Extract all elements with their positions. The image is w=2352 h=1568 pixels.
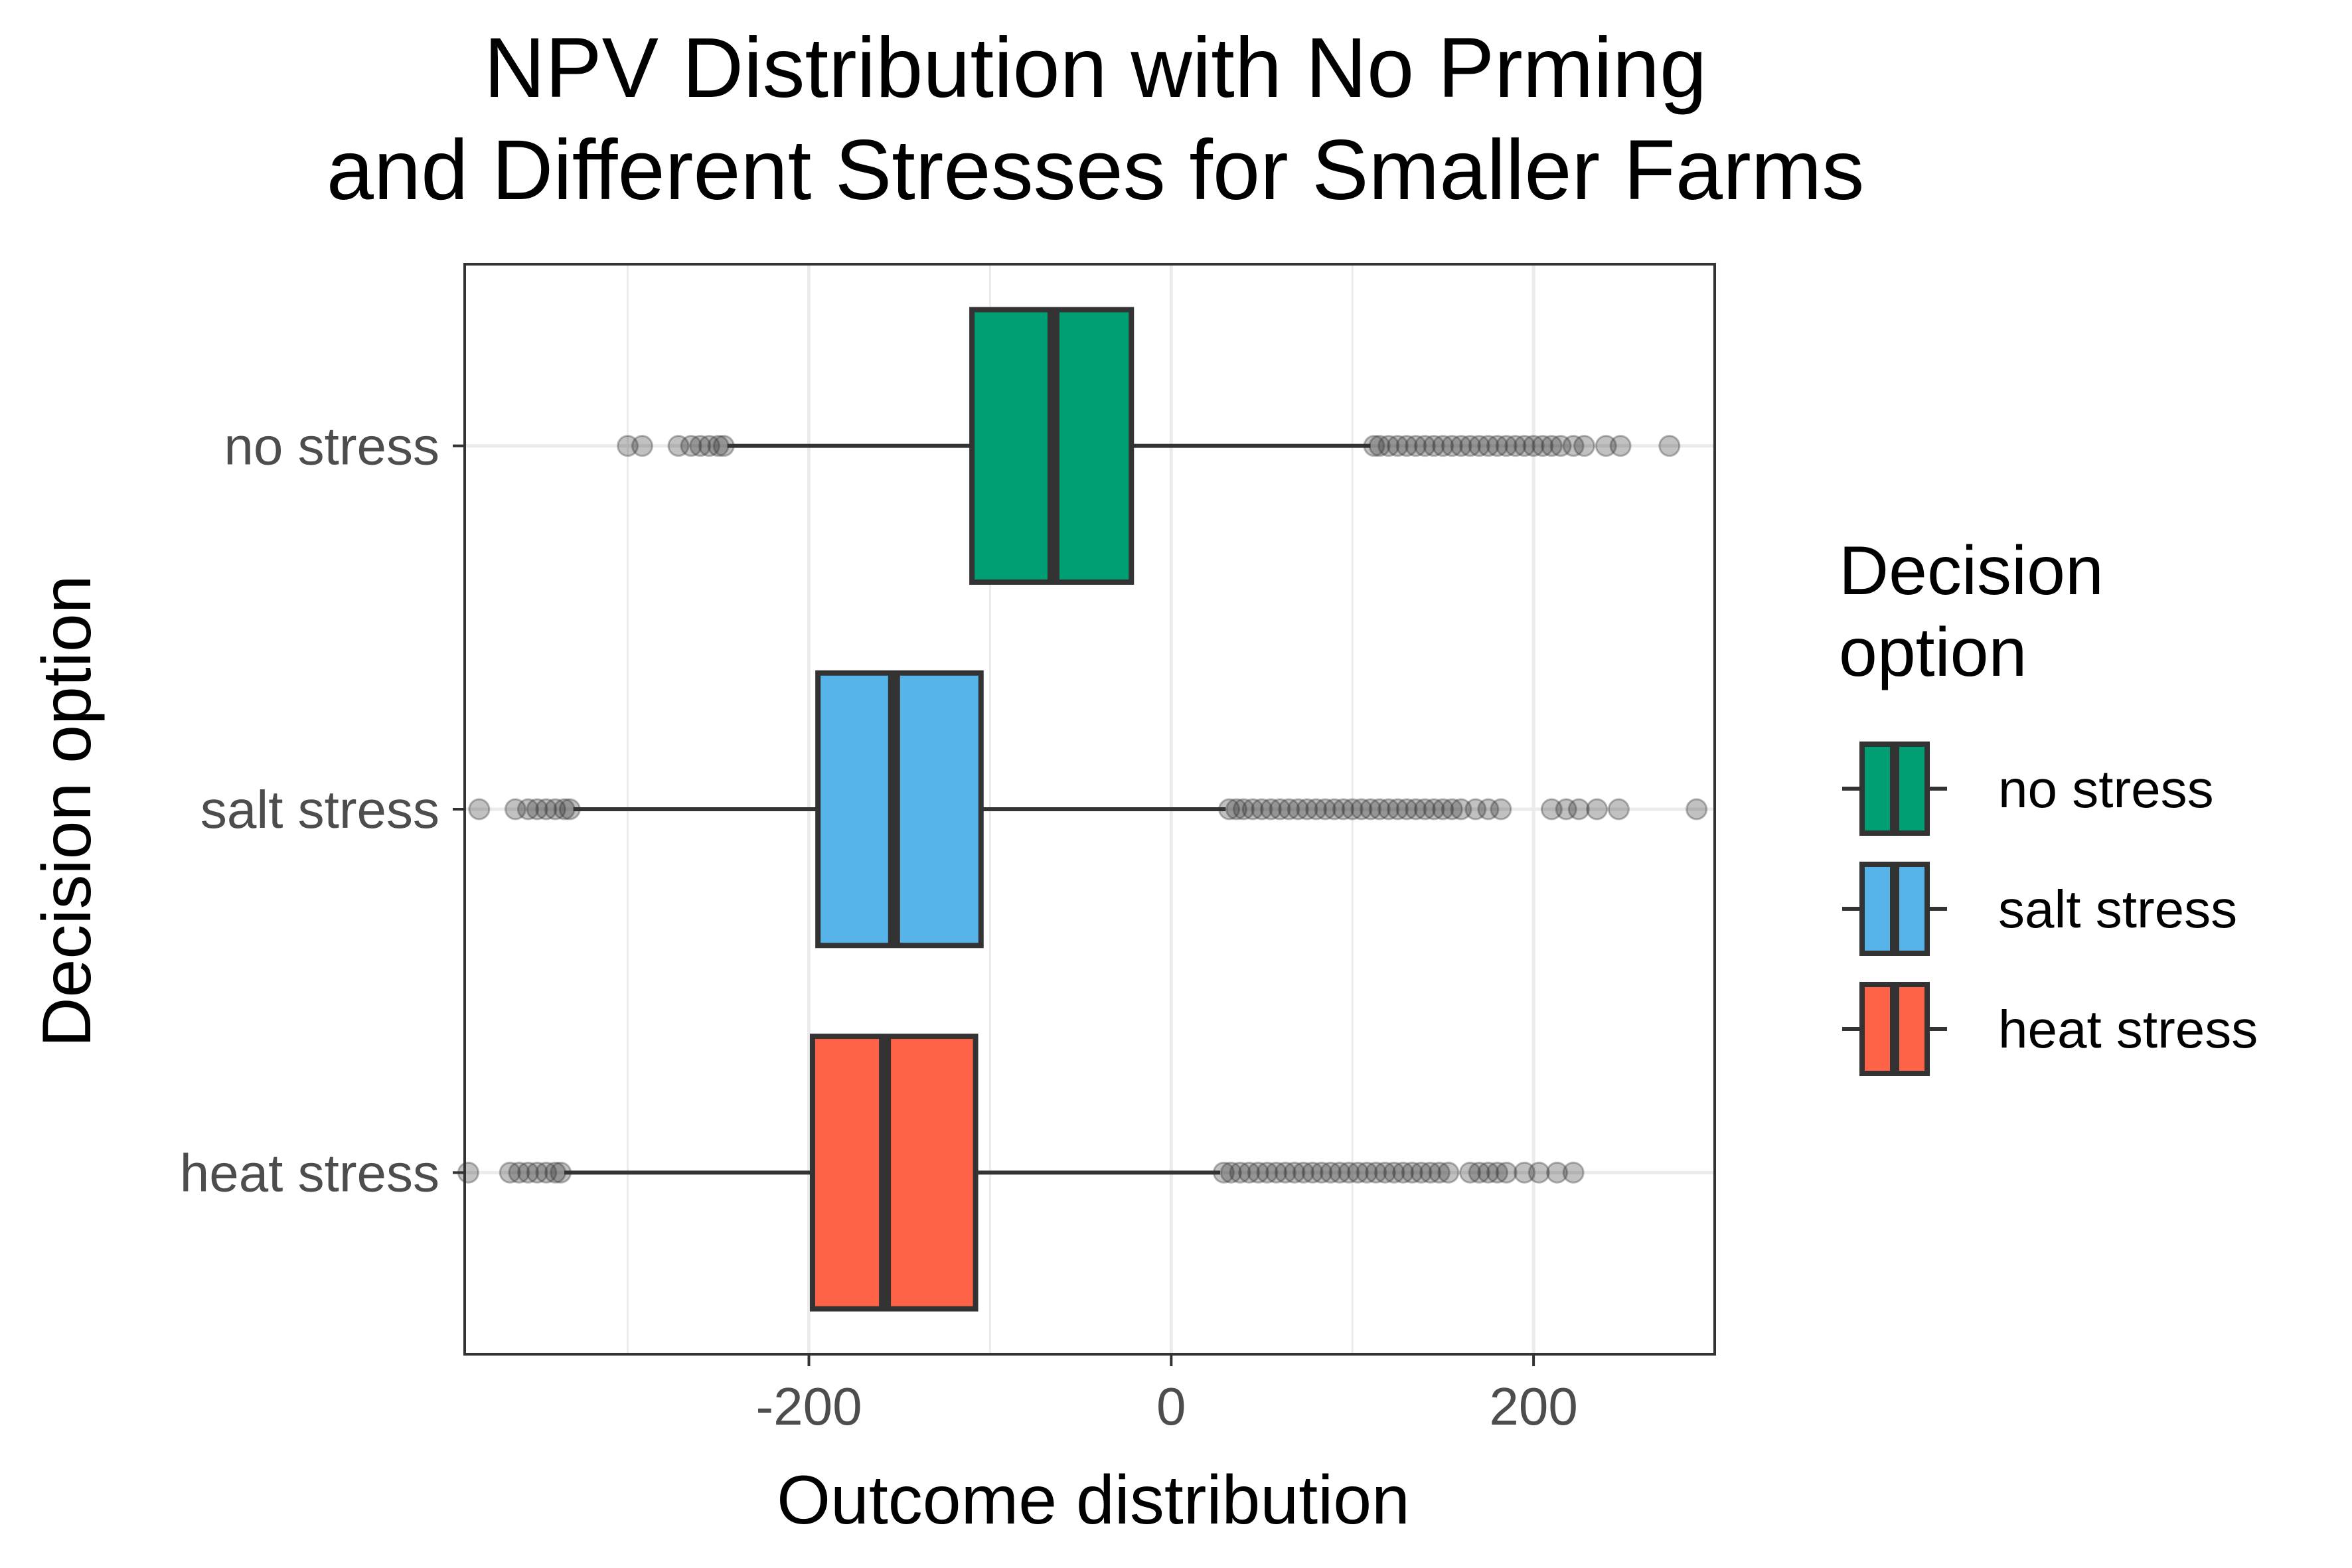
outlier-point: [714, 436, 734, 456]
outlier-point: [1660, 436, 1680, 456]
x-axis-label: Outcome distribution: [777, 1462, 1410, 1539]
legend-label: heat stress: [1998, 1000, 2258, 1059]
x-tick-label: 200: [1489, 1377, 1577, 1436]
outlier-point: [1569, 799, 1589, 819]
outlier-point: [1575, 436, 1595, 456]
outlier-point: [560, 799, 580, 819]
legend-title-line-2: option: [1839, 614, 2027, 691]
x-tick-label: -200: [755, 1377, 862, 1436]
y-tick-label: no stress: [224, 417, 439, 476]
legend-title-line-1: Decision: [1839, 532, 2104, 609]
outlier-point: [1608, 799, 1628, 819]
y-tick-label: salt stress: [200, 780, 439, 839]
outlier-point: [1587, 799, 1607, 819]
y-axis-label: Decision option: [29, 575, 106, 1047]
outlier-point: [1439, 1162, 1458, 1182]
outlier-point: [1687, 799, 1707, 819]
legend-item-no-stress: no stress: [1842, 744, 2214, 833]
x-tick-label: 0: [1156, 1377, 1186, 1436]
outlier-point: [1496, 1162, 1516, 1182]
outlier-point: [1491, 799, 1511, 819]
y-axis: no stress salt stress heat stress: [180, 417, 465, 1203]
y-tick-label: heat stress: [180, 1143, 439, 1202]
legend-label: no stress: [1998, 759, 2214, 819]
outlier-point: [469, 799, 489, 819]
legend-label: salt stress: [1998, 880, 2237, 939]
x-axis: -200 0 200: [755, 1354, 1577, 1436]
chart-title-line-1: NPV Distribution with No Prming: [484, 21, 1707, 116]
outlier-point: [1563, 1162, 1583, 1182]
legend-items: no stress salt stress heat stress: [1842, 744, 2258, 1073]
legend: Decision option no stress salt stress heat…: [1839, 532, 2258, 1073]
box: [813, 1036, 976, 1309]
legend-item-heat-stress: heat stress: [1842, 984, 2258, 1073]
outlier-point: [1529, 1162, 1549, 1182]
chart-title-line-2: and Different Stresses for Smaller Farms: [327, 123, 1865, 218]
legend-item-salt-stress: salt stress: [1842, 864, 2237, 953]
outlier-point: [551, 1162, 571, 1182]
outlier-point: [1610, 436, 1630, 456]
outlier-point: [632, 436, 652, 456]
